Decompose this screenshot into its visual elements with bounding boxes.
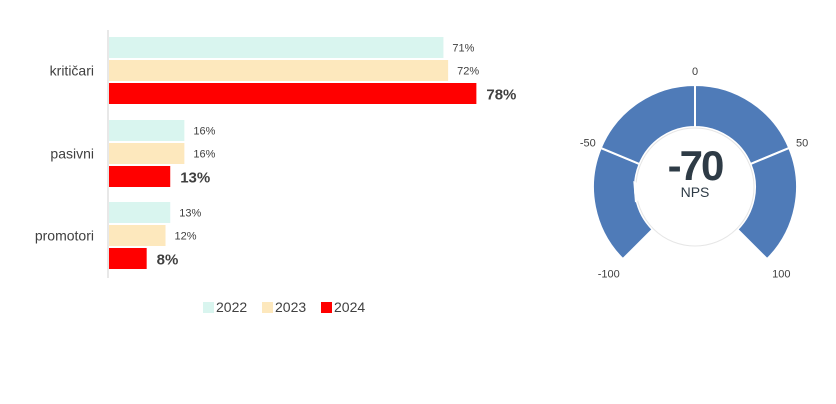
legend: 2022 2023 2024 (203, 299, 365, 315)
data-label-pasivni-2024: 13% (180, 170, 210, 187)
bar-kriticari-2024 (109, 83, 477, 104)
bar-pasivni-2023 (109, 143, 185, 164)
data-label-promotori-2024: 8% (157, 252, 179, 269)
legend-swatch-2024 (321, 302, 332, 313)
bar-promotori-2024 (109, 248, 147, 269)
data-label-pasivni-2023: 16% (193, 149, 215, 161)
gauge-segment-4 (736, 146, 798, 261)
category-label-promotori: promotori (35, 228, 94, 244)
bar-promotori-2023 (109, 225, 166, 246)
bar-kriticari-2023 (109, 60, 449, 81)
gauge-tick-0: 0 (692, 66, 698, 78)
data-label-promotori-2023: 12% (175, 231, 197, 243)
bar-promotori-2022 (109, 202, 171, 223)
data-label-kriticari-2024: 78% (486, 87, 516, 104)
bar-pasivni-2024 (109, 166, 171, 187)
gauge-unit: NPS (681, 184, 710, 200)
gauge-tick-100: 100 (772, 268, 790, 280)
bar-chart: kritičari 71% 72% 78% pasivni 16% 16% 13% promot… (35, 30, 516, 315)
category-label-kriticari: kritičari (50, 63, 94, 79)
data-label-promotori-2022: 13% (179, 208, 201, 220)
legend-label-2023: 2023 (275, 299, 306, 315)
nps-gauge: -100 -50 0 50 100 -70 NPS (580, 66, 808, 280)
data-label-kriticari-2023: 72% (457, 66, 479, 78)
gauge-value: -70 (668, 142, 723, 189)
gauge-pointer (633, 181, 654, 203)
bar-kriticari-2022 (109, 37, 444, 58)
data-label-pasivni-2022: 16% (193, 126, 215, 138)
data-label-kriticari-2022: 71% (452, 43, 474, 55)
bar-pasivni-2022 (109, 120, 185, 141)
gauge-tick--100: -100 (598, 268, 620, 280)
legend-label-2024: 2024 (334, 299, 365, 315)
legend-swatch-2022 (203, 302, 214, 313)
bar-layer: kritičari 71% 72% 78% pasivni 16% 16% 13% promot… (35, 37, 516, 269)
category-label-pasivni: pasivni (50, 146, 94, 162)
gauge-tick-50: 50 (796, 138, 808, 150)
legend-label-2022: 2022 (216, 299, 247, 315)
legend-swatch-2023 (262, 302, 273, 313)
gauge-tick--50: -50 (580, 138, 596, 150)
gauge-layer: -100 -50 0 50 100 (580, 66, 808, 280)
